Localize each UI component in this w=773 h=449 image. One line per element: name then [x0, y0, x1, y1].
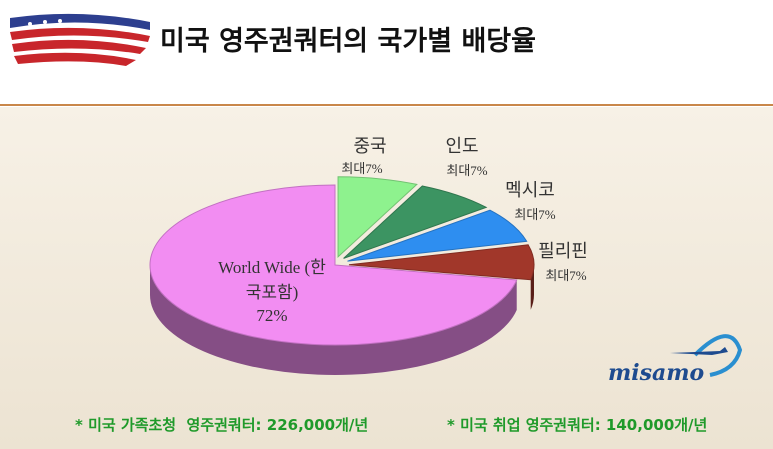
chart-title: 미국 영주권쿼터의 국가별 배당율: [160, 26, 536, 57]
footnote: * 미국 취업 영주권쿼터: 140,000개/년: [447, 416, 708, 434]
header: 미국 영주권쿼터의 국가별 배당율: [0, 13, 773, 106]
category-label: 인도: [445, 136, 479, 156]
category-label: 중국: [353, 136, 387, 156]
logo: misamo: [608, 334, 743, 386]
pie-slice: [347, 209, 528, 262]
pie-slice: [343, 185, 488, 259]
logo-text: misamo: [608, 360, 704, 386]
value-label: 72%: [256, 306, 288, 325]
value-label: 최대7%: [545, 268, 587, 283]
slice-side: [150, 265, 517, 376]
value-label: 최대7%: [446, 163, 488, 178]
pie-slice: [337, 176, 418, 258]
value-label: 최대7%: [514, 207, 556, 222]
flag-icon: [10, 13, 150, 66]
value-label: 최대7%: [341, 161, 383, 176]
footnote: * 미국 가족초청 영주권쿼터: 226,000개/년: [75, 416, 369, 434]
pie-slice: [348, 244, 535, 281]
slice-side: [530, 264, 534, 310]
category-label: 멕시코: [505, 180, 555, 200]
category-label: 필리핀: [538, 241, 588, 261]
pie-slice: [149, 184, 518, 346]
category-label: World Wide (한국포함): [218, 258, 326, 302]
